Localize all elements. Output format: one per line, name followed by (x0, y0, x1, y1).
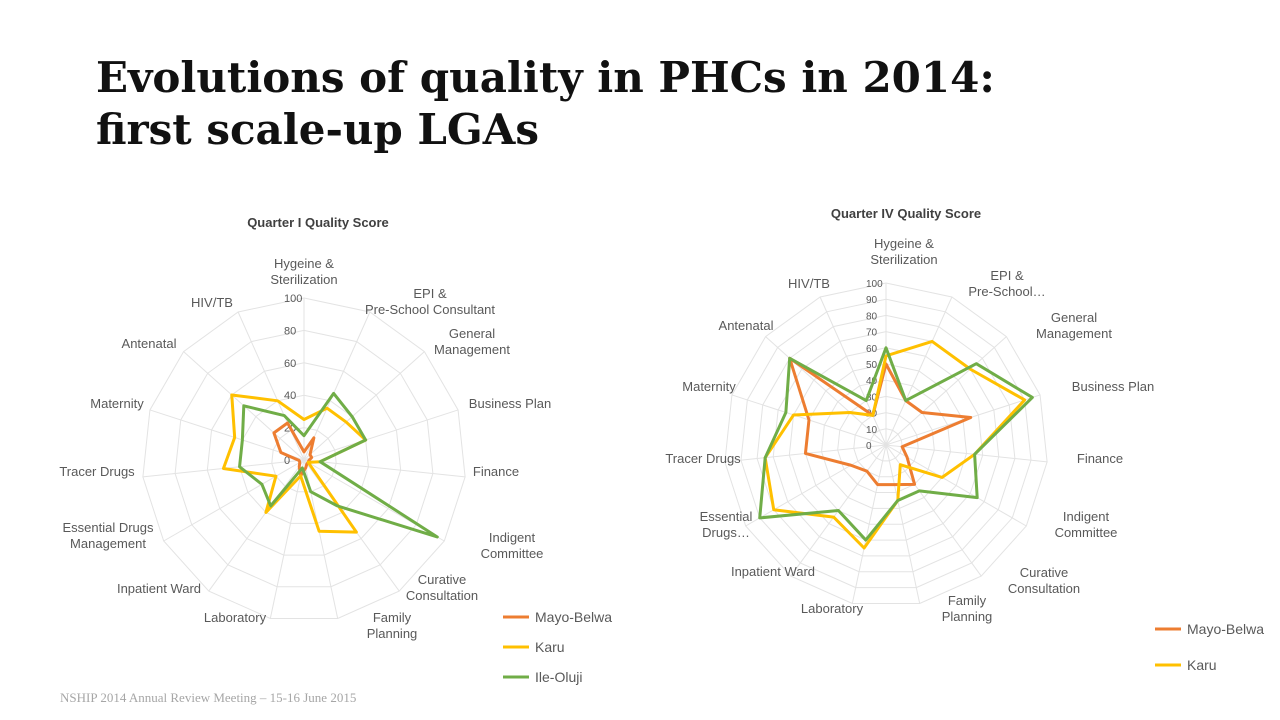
grid-ring (206, 362, 402, 556)
grid-spoke (303, 459, 466, 478)
category-label: Tracer Drugs (59, 464, 135, 479)
grid-spoke (885, 336, 1007, 446)
series-line-karu (763, 339, 1027, 550)
category-label: EPI & Pre-School… (968, 268, 1045, 299)
grid-ring (853, 412, 919, 478)
category-label: Hygeine & Sterilization (270, 256, 337, 287)
category-label: Curative Consultation (406, 572, 478, 603)
category-label: Laboratory (801, 601, 864, 616)
tick-label: 30 (866, 392, 878, 403)
grid-ring (804, 363, 968, 525)
grid-ring (772, 331, 1000, 557)
grid-spoke (269, 459, 305, 619)
category-label: Family Planning (367, 610, 418, 641)
category-label: Antenatal (122, 336, 177, 351)
tick-label: 0 (866, 441, 872, 452)
grid-spoke (819, 296, 887, 446)
chart-1-title: Quarter I Quality Score (247, 215, 389, 230)
tick-label: 40 (284, 390, 296, 402)
tick-label: 60 (284, 358, 296, 370)
category-label: Laboratory (204, 610, 267, 625)
footer-text: NSHIP 2014 Annual Review Meeting – 15-16… (60, 690, 357, 705)
category-label: Tracer Drugs (665, 451, 741, 466)
series-line-ile-oluji (238, 391, 439, 539)
legend-label: Ile-Oluji (535, 669, 582, 685)
grid-ring (142, 297, 466, 619)
category-label: Essential Drugs… (700, 509, 753, 540)
category-label: Essential Drugs Management (62, 520, 154, 551)
grid-spoke (303, 311, 371, 461)
category-label: HIV/TB (788, 276, 830, 291)
legend-label: Karu (535, 639, 565, 655)
legend-label: Mayo-Belwa (535, 609, 612, 625)
grid-spoke (885, 444, 1027, 527)
category-label: EPI & Pre-School Consultant (365, 286, 495, 317)
tick-label: 100 (866, 279, 883, 290)
grid-ring (740, 298, 1032, 589)
grid-ring (756, 314, 1016, 573)
grid-spoke (163, 459, 305, 542)
legend-label: Mayo-Belwa (1187, 621, 1264, 637)
grid-spoke (851, 444, 887, 604)
tick-label: 70 (866, 328, 878, 339)
grid-spoke (303, 409, 459, 461)
grid-spoke (303, 351, 425, 461)
tick-label: 80 (284, 325, 296, 337)
grid-ring (174, 329, 434, 588)
grid-spoke (885, 296, 953, 446)
grid-spoke (765, 336, 887, 446)
legend-label: Karu (1187, 657, 1217, 673)
grid-spoke (149, 409, 305, 461)
tick-label: 100 (284, 293, 302, 305)
grid-ring (724, 282, 1048, 604)
tick-label: 80 (866, 311, 878, 322)
tick-label: 0 (284, 455, 290, 467)
tick-label: 10 (866, 425, 878, 436)
category-label: General Management (434, 326, 510, 357)
tick-label: 60 (866, 344, 878, 355)
category-label: Indigent Committee (1055, 509, 1118, 540)
category-label: Maternity (682, 379, 736, 394)
category-label: Hygeine & Sterilization (870, 236, 937, 267)
grid-spoke (885, 444, 1048, 463)
category-label: Family Planning (942, 593, 993, 624)
grid-ring (837, 395, 935, 494)
tick-label: 90 (866, 295, 878, 306)
series-line-mayo-belwa (788, 356, 973, 487)
grid-ring (869, 428, 903, 462)
grid-ring (788, 347, 984, 541)
category-label: General Management (1036, 310, 1112, 341)
category-label: Business Plan (469, 396, 551, 411)
category-label: Inpatient Ward (117, 581, 201, 596)
category-label: Indigent Committee (481, 530, 544, 561)
category-label: Maternity (90, 396, 144, 411)
category-label: Finance (1077, 451, 1123, 466)
grid-spoke (745, 444, 887, 527)
series-line-karu (221, 393, 368, 534)
grid-spoke (208, 459, 305, 592)
page-title: Evolutions of quality in PHCs in 2014: f… (96, 53, 995, 154)
chart-2-title: Quarter IV Quality Score (830, 206, 982, 221)
category-label: Curative Consultation (1008, 565, 1080, 596)
category-label: Antenatal (719, 318, 774, 333)
category-label: Business Plan (1072, 379, 1154, 394)
category-label: Finance (473, 464, 519, 479)
grid-spoke (885, 444, 982, 577)
category-label: Inpatient Ward (731, 564, 815, 579)
tick-label: 50 (866, 360, 878, 371)
category-label: HIV/TB (191, 295, 233, 310)
series-line-ile-oluji (758, 346, 1034, 542)
grid-spoke (885, 444, 921, 604)
